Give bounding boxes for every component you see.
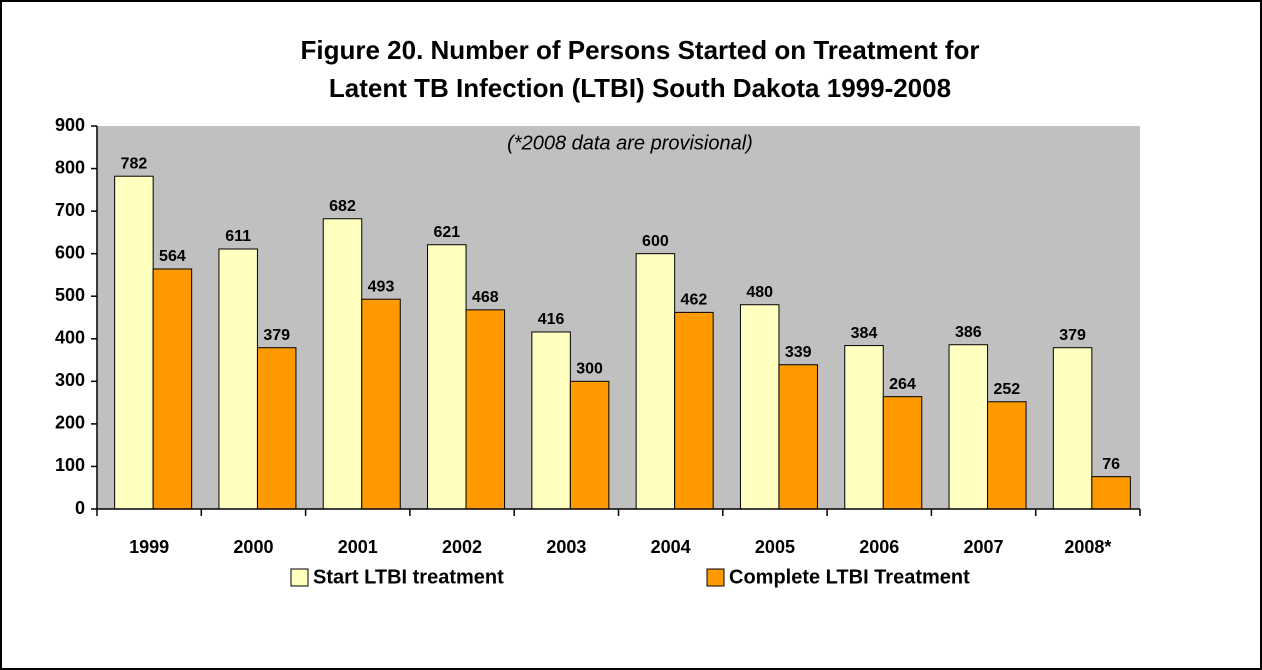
- bar: [987, 401, 1027, 510]
- legend-swatch: [290, 568, 309, 587]
- value-label: 682: [329, 198, 356, 215]
- y-tick-label: 700: [55, 200, 85, 220]
- value-label: 462: [681, 292, 708, 309]
- bar: [739, 304, 780, 510]
- bar: [465, 309, 506, 510]
- bar: [948, 344, 989, 510]
- value-label: 493: [368, 278, 395, 295]
- x-tick-label: 1999: [129, 537, 169, 557]
- y-tick-label: 100: [55, 455, 85, 475]
- value-label: 600: [642, 233, 669, 250]
- value-label: 480: [746, 284, 773, 301]
- bar: [778, 364, 818, 510]
- value-label: 300: [576, 361, 603, 378]
- value-label: 76: [1102, 456, 1120, 473]
- bar: [635, 253, 676, 510]
- bar: [1052, 347, 1093, 510]
- bar: [674, 311, 714, 510]
- x-tick-label: 2004: [651, 537, 691, 557]
- legend-label: Complete LTBI Treatment: [729, 566, 970, 588]
- bar: [256, 347, 297, 510]
- bar: [114, 175, 154, 510]
- value-label: 379: [1059, 327, 1086, 344]
- x-tick-label: 2002: [442, 537, 482, 557]
- x-tick-label: 2000: [233, 537, 273, 557]
- value-label: 564: [159, 248, 186, 265]
- y-tick-label: 0: [75, 498, 85, 518]
- value-label: 611: [225, 228, 251, 245]
- bar: [218, 248, 258, 510]
- x-tick-label: 2007: [964, 537, 1004, 557]
- value-label: 264: [889, 376, 916, 393]
- y-tick-label: 500: [55, 285, 85, 305]
- x-tick-label: 2005: [755, 537, 795, 557]
- x-tick-label: 2001: [338, 537, 378, 557]
- bar: [882, 396, 923, 510]
- legend-label: Start LTBI treatment: [313, 566, 504, 588]
- y-tick-label: 900: [55, 115, 85, 135]
- y-tick-label: 600: [55, 242, 85, 262]
- bar: [569, 380, 610, 510]
- bar: [152, 268, 193, 510]
- y-tick-label: 400: [55, 328, 85, 348]
- value-label: 384: [851, 325, 878, 342]
- bar: [427, 244, 467, 510]
- value-label: 252: [993, 381, 1020, 398]
- bar: [1091, 476, 1131, 510]
- x-tick-label: 2006: [859, 537, 899, 557]
- chart-title: Figure 20. Number of Persons Started on …: [300, 35, 979, 65]
- value-label: 339: [785, 344, 812, 361]
- y-tick-label: 800: [55, 157, 85, 177]
- y-tick-label: 300: [55, 370, 85, 390]
- bar: [844, 345, 884, 510]
- value-label: 782: [121, 155, 148, 172]
- bar: [361, 298, 401, 510]
- value-label: 379: [263, 327, 290, 344]
- y-tick-label: 200: [55, 413, 85, 433]
- bar: [322, 218, 363, 510]
- annotation: (*2008 data are provisional): [507, 132, 753, 154]
- value-label: 468: [472, 289, 499, 306]
- chart-title: Latent TB Infection (LTBI) South Dakota …: [329, 73, 951, 103]
- x-tick-label: 2008*: [1064, 537, 1111, 557]
- value-label: 416: [538, 311, 565, 328]
- value-label: 621: [433, 224, 460, 241]
- value-label: 386: [955, 324, 982, 341]
- x-tick-label: 2003: [546, 537, 586, 557]
- legend-swatch: [706, 568, 725, 587]
- bar: [531, 331, 571, 510]
